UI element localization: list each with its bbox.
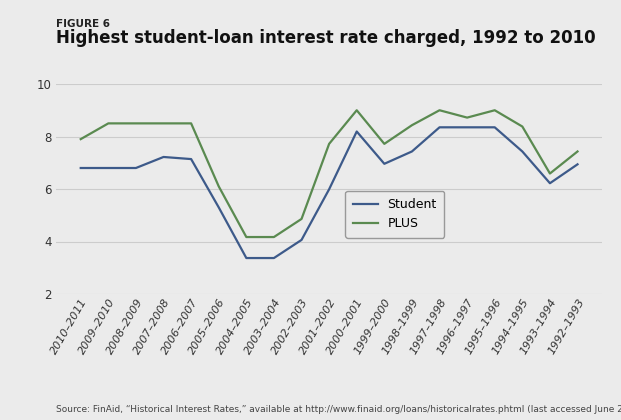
Student	[353, 129, 360, 134]
Student	[243, 255, 250, 260]
Student	[104, 165, 112, 171]
Student	[215, 205, 222, 210]
Legend: Student, PLUS: Student, PLUS	[345, 191, 445, 238]
PLUS	[77, 136, 84, 142]
PLUS	[546, 171, 554, 176]
PLUS	[491, 108, 499, 113]
Student	[519, 149, 526, 154]
PLUS	[215, 184, 222, 189]
Student	[546, 181, 554, 186]
PLUS	[353, 108, 360, 113]
PLUS	[160, 121, 167, 126]
Student	[408, 149, 415, 154]
Student	[132, 165, 140, 171]
Text: Highest student-loan interest rate charged, 1992 to 2010: Highest student-loan interest rate charg…	[56, 29, 596, 47]
Student	[381, 161, 388, 166]
Student	[188, 157, 195, 162]
Student	[77, 165, 84, 171]
PLUS	[519, 124, 526, 129]
PLUS	[463, 115, 471, 120]
Student	[436, 125, 443, 130]
Student	[325, 187, 333, 192]
Student	[463, 125, 471, 130]
PLUS	[188, 121, 195, 126]
PLUS	[408, 123, 415, 128]
PLUS	[574, 149, 581, 154]
PLUS	[104, 121, 112, 126]
PLUS	[436, 108, 443, 113]
PLUS	[298, 216, 306, 221]
Student	[270, 255, 278, 260]
Student	[298, 237, 306, 242]
Line: PLUS: PLUS	[81, 110, 578, 237]
PLUS	[270, 234, 278, 239]
PLUS	[381, 141, 388, 147]
Text: Source: FinAid, “Historical Interest Rates,” available at http://www.finaid.org/: Source: FinAid, “Historical Interest Rat…	[56, 405, 621, 414]
PLUS	[325, 141, 333, 147]
Line: Student: Student	[81, 127, 578, 258]
Student	[574, 162, 581, 167]
PLUS	[243, 234, 250, 239]
Text: FIGURE 6: FIGURE 6	[56, 19, 110, 29]
PLUS	[132, 121, 140, 126]
Student	[160, 155, 167, 160]
Student	[491, 125, 499, 130]
